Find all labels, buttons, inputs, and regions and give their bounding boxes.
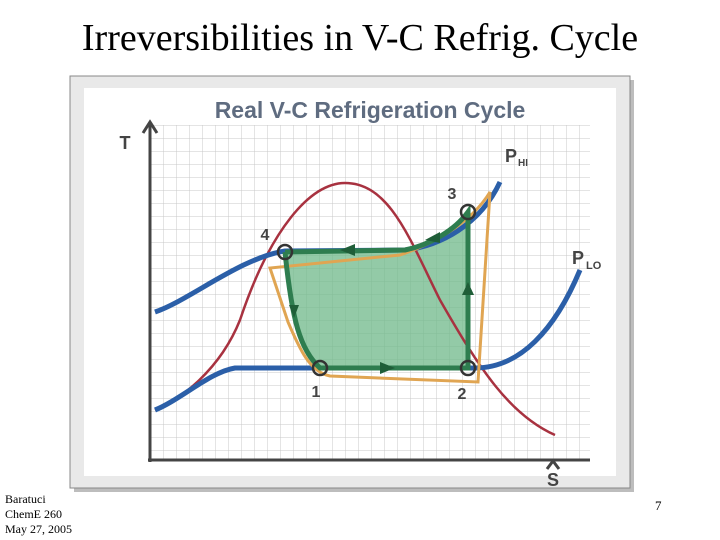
diagram-title: Real V-C Refrigeration Cycle — [215, 97, 526, 123]
saturation-dome — [154, 181, 556, 437]
isobar-subscript: LO — [586, 260, 602, 272]
footer-line: ChemE 260 — [5, 507, 62, 521]
footer-line: May 27, 2005 — [5, 522, 72, 536]
ideal-cycle — [282, 204, 471, 371]
slide-title: Irreversibilities in V-C Refrig. Cycle — [82, 17, 638, 59]
footer-line: Baratuci — [5, 492, 46, 506]
y-axis-label: T — [120, 133, 131, 153]
state-label: 2 — [458, 386, 467, 403]
x-arrow — [545, 458, 561, 470]
state-label: 3 — [448, 186, 457, 203]
state-markers — [276, 203, 477, 377]
y-arrow — [141, 119, 159, 134]
page-number: 7 — [655, 498, 662, 513]
x-axis-label: S — [547, 470, 559, 490]
isobar-label: P — [505, 146, 517, 166]
isobar-label: P — [572, 248, 584, 268]
state-label: 4 — [261, 227, 270, 244]
isobar-subscript: HI — [518, 158, 528, 169]
cycle-area — [285, 212, 468, 368]
state-label: 1 — [312, 384, 321, 401]
